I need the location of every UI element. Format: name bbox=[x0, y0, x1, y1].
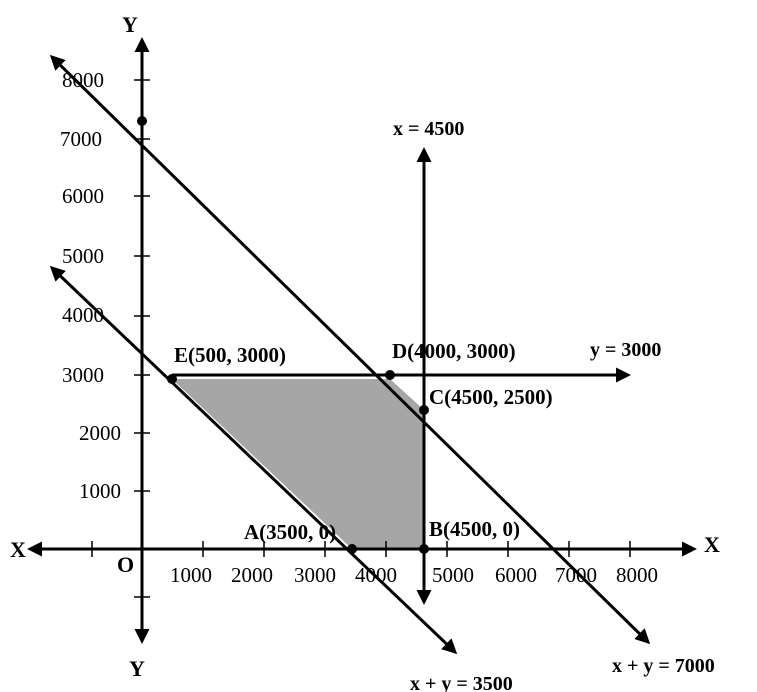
label-x-plus-y-3500: x + y = 3500 bbox=[410, 673, 513, 692]
x-tick-label: 4000 bbox=[355, 563, 397, 587]
y-tick-label: 7000 bbox=[60, 127, 102, 151]
y-tick-label: 2000 bbox=[79, 421, 121, 445]
x-axis-label-right: X bbox=[704, 532, 720, 557]
point-a-label: A(3500, 0) bbox=[244, 520, 336, 544]
y-intercept-dot bbox=[137, 116, 147, 126]
point-b-label: B(4500, 0) bbox=[429, 517, 520, 541]
y-axis-label-bottom: Y bbox=[129, 656, 145, 681]
x-tick-label: 8000 bbox=[616, 563, 658, 587]
label-x-plus-y-7000: x + y = 7000 bbox=[612, 655, 715, 677]
origin-label: O bbox=[117, 552, 134, 577]
x-tick-label: 5000 bbox=[432, 563, 474, 587]
y-tick-label: 1000 bbox=[79, 479, 121, 503]
point-b-dot bbox=[419, 544, 429, 554]
point-d-label: D(4000, 3000) bbox=[392, 339, 516, 363]
point-c-dot bbox=[419, 405, 429, 415]
y-tick-label: 6000 bbox=[62, 184, 104, 208]
x-tick-label: 2000 bbox=[231, 563, 273, 587]
x-tick-label: 3000 bbox=[294, 563, 336, 587]
label-x-4500: x = 4500 bbox=[393, 118, 464, 140]
x-tick-label: 7000 bbox=[555, 563, 597, 587]
x-tick-label: 6000 bbox=[495, 563, 537, 587]
label-y-3000: y = 3000 bbox=[590, 339, 661, 361]
x-tick-label: 1000 bbox=[170, 563, 212, 587]
y-tick-label: 3000 bbox=[62, 363, 104, 387]
y-tick-label: 8000 bbox=[62, 68, 104, 92]
y-axis-label-top: Y bbox=[122, 12, 138, 37]
y-tick-label: 4000 bbox=[62, 303, 104, 327]
x-axis-label-left: X bbox=[10, 537, 26, 562]
corner-points bbox=[137, 116, 429, 554]
point-c-label: C(4500, 2500) bbox=[429, 385, 553, 409]
point-e-label: E(500, 3000) bbox=[174, 343, 286, 367]
point-d-dot bbox=[385, 370, 395, 380]
y-tick-label: 5000 bbox=[62, 244, 104, 268]
line-x-plus-y-3500 bbox=[49, 265, 458, 655]
point-a-dot bbox=[347, 544, 357, 554]
point-e-dot bbox=[167, 374, 177, 384]
